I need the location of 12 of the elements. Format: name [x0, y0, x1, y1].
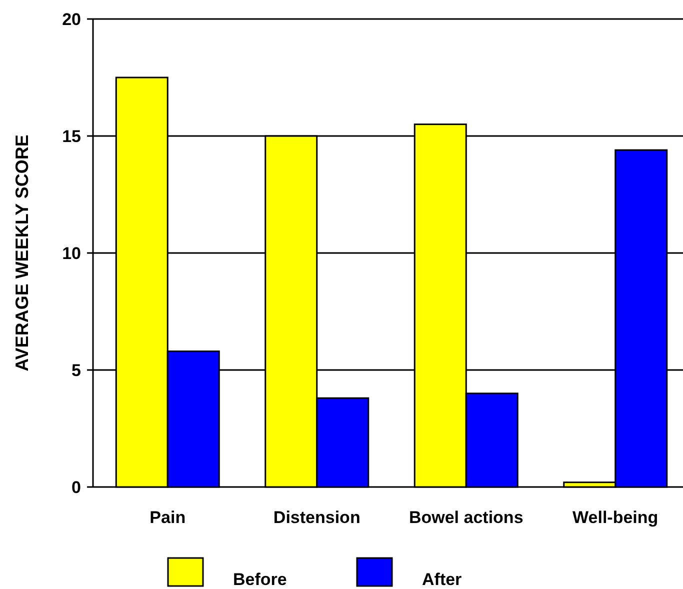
- legend-label: Before: [233, 570, 287, 589]
- y-tick-label: 20: [62, 10, 81, 29]
- legend-label: After: [422, 570, 462, 589]
- y-tick-label: 5: [72, 360, 81, 380]
- x-tick-label: Bowel actions: [408, 508, 524, 527]
- y-tick-label: 15: [62, 126, 81, 146]
- y-axis-title: AVERAGE WEEKLY SCORE: [12, 134, 32, 372]
- x-tick-label: Distension: [273, 508, 360, 527]
- y-tick-label: 10: [62, 244, 81, 263]
- y-tick-label: 0: [72, 478, 81, 497]
- x-tick-label: Well-being: [572, 508, 658, 527]
- x-tick-label: Pain: [150, 508, 186, 527]
